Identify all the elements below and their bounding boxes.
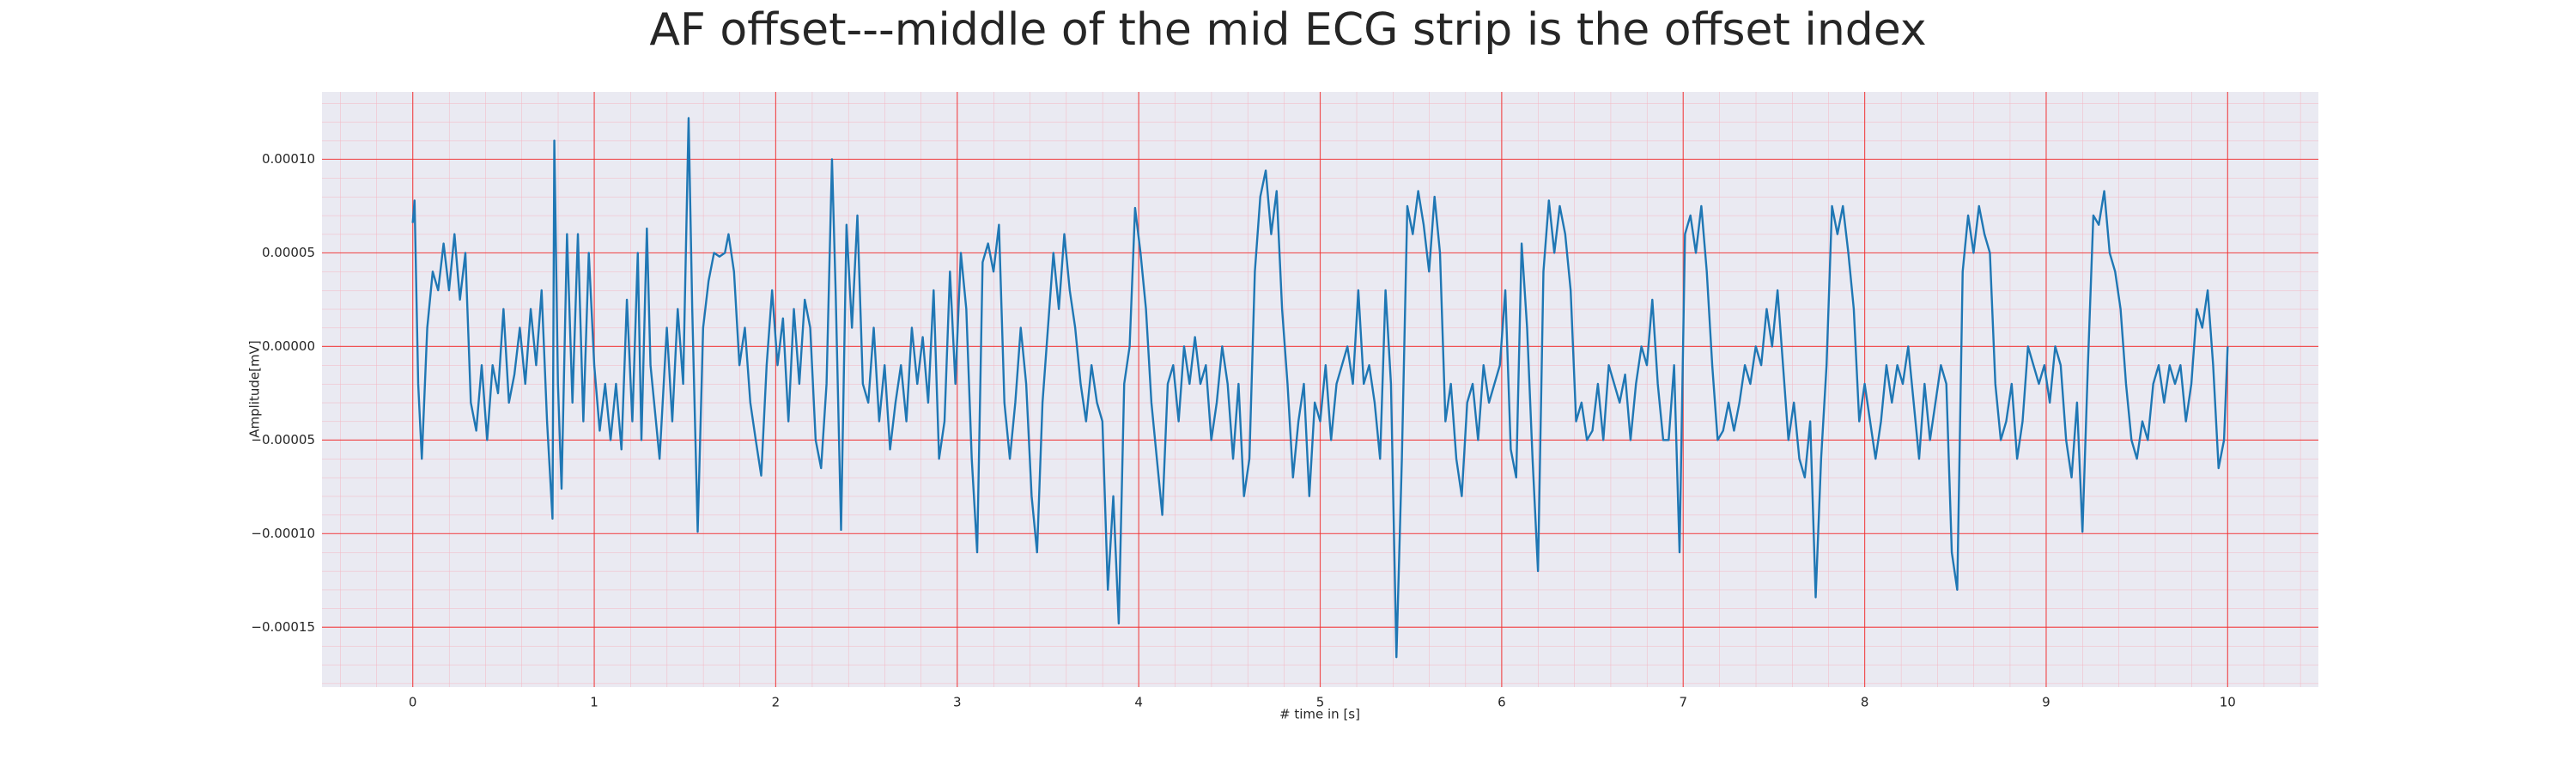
x-tick-label: 5 <box>1316 695 1325 710</box>
x-axis-label: # time in [s] <box>1279 707 1360 722</box>
chart-title: AF offset---middle of the mid ECG strip … <box>649 4 1926 56</box>
y-axis-label: Amplitude[mV] <box>247 340 263 437</box>
x-tick-label: 10 <box>2220 695 2236 710</box>
x-tick-label: 0 <box>409 695 417 710</box>
x-tick-label: 4 <box>1134 695 1143 710</box>
plot-marks <box>411 117 2229 659</box>
x-tick-label: 6 <box>1498 695 1506 710</box>
x-tick-label: 1 <box>590 695 598 710</box>
y-tick-label: 0.00010 <box>262 151 315 167</box>
x-tick-label: 3 <box>953 695 962 710</box>
y-tick-label: −0.00015 <box>251 619 315 635</box>
x-tick-label: 7 <box>1679 695 1687 710</box>
ecg-line <box>411 117 2229 659</box>
x-tick-label: 8 <box>1861 695 1869 710</box>
y-tick-label: 0.00000 <box>262 338 315 354</box>
x-tick-label: 9 <box>2042 695 2050 710</box>
y-tick-label: −0.00010 <box>251 526 315 541</box>
x-tick-label: 2 <box>772 695 781 710</box>
y-tick-label: 0.00005 <box>262 245 315 260</box>
y-tick-label: −0.00005 <box>251 432 315 447</box>
